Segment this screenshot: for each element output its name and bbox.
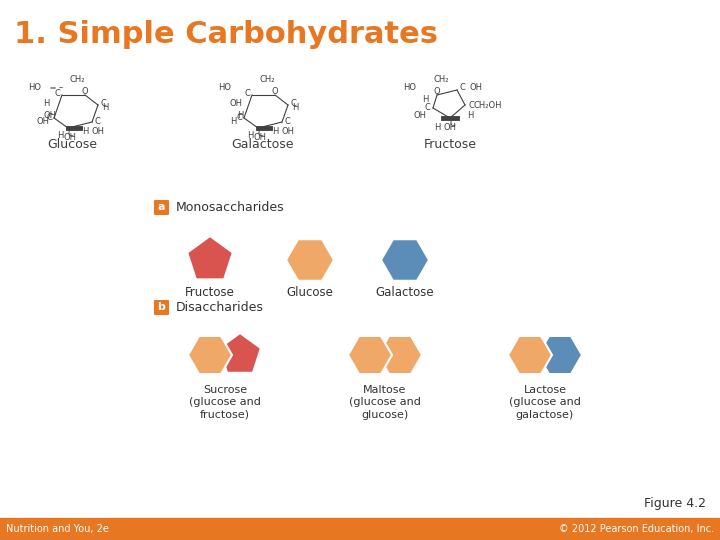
Text: C: C bbox=[236, 113, 242, 123]
Text: C: C bbox=[54, 89, 60, 98]
Text: OH: OH bbox=[282, 127, 294, 137]
Text: H: H bbox=[102, 104, 108, 112]
Text: C: C bbox=[459, 83, 465, 91]
Text: CH₂OH: CH₂OH bbox=[473, 100, 502, 110]
Text: H: H bbox=[247, 131, 253, 139]
Text: H: H bbox=[467, 111, 473, 119]
Text: Galactose: Galactose bbox=[376, 287, 434, 300]
Text: OH: OH bbox=[43, 111, 56, 119]
Text: H: H bbox=[434, 124, 440, 132]
Polygon shape bbox=[381, 239, 429, 281]
Text: Nutrition and You, 2e: Nutrition and You, 2e bbox=[6, 524, 109, 534]
Text: OH: OH bbox=[253, 133, 266, 143]
Text: O: O bbox=[271, 86, 279, 96]
FancyBboxPatch shape bbox=[154, 200, 169, 215]
Text: C: C bbox=[468, 100, 474, 110]
Text: C: C bbox=[67, 129, 73, 138]
Text: OH: OH bbox=[444, 124, 456, 132]
Text: C: C bbox=[46, 113, 52, 123]
Text: H: H bbox=[272, 127, 278, 137]
Text: C: C bbox=[449, 118, 455, 127]
Polygon shape bbox=[538, 336, 582, 374]
Text: b: b bbox=[158, 302, 166, 313]
FancyBboxPatch shape bbox=[154, 300, 169, 315]
Polygon shape bbox=[348, 336, 392, 374]
Text: CH₂: CH₂ bbox=[70, 75, 86, 84]
Text: Monosaccharides: Monosaccharides bbox=[176, 201, 284, 214]
Text: Fructose: Fructose bbox=[185, 287, 235, 300]
Text: O: O bbox=[81, 86, 89, 96]
Text: H: H bbox=[292, 104, 298, 112]
Polygon shape bbox=[188, 336, 232, 374]
Text: CH₂: CH₂ bbox=[433, 75, 449, 84]
Text: O: O bbox=[433, 86, 441, 96]
Text: H: H bbox=[230, 118, 236, 126]
Text: 1. Simple Carbohydrates: 1. Simple Carbohydrates bbox=[14, 20, 438, 49]
Text: C: C bbox=[257, 129, 263, 138]
Text: C: C bbox=[94, 118, 100, 126]
Text: OH: OH bbox=[230, 99, 243, 109]
Text: Sucrose
(glucose and
fructose): Sucrose (glucose and fructose) bbox=[189, 385, 261, 420]
Polygon shape bbox=[508, 336, 552, 374]
Text: Figure 4.2: Figure 4.2 bbox=[644, 497, 706, 510]
Text: H: H bbox=[42, 99, 49, 109]
Text: Lactose
(glucose and
galactose): Lactose (glucose and galactose) bbox=[509, 385, 581, 420]
Text: Glucose: Glucose bbox=[287, 287, 333, 300]
Text: Galactose: Galactose bbox=[230, 138, 293, 152]
Text: C: C bbox=[424, 104, 430, 112]
Text: Fructose: Fructose bbox=[423, 138, 477, 152]
Text: C: C bbox=[290, 98, 296, 107]
Polygon shape bbox=[378, 336, 422, 374]
Text: a: a bbox=[158, 202, 166, 213]
Text: © 2012 Pearson Education, Inc.: © 2012 Pearson Education, Inc. bbox=[559, 524, 714, 534]
Text: HO: HO bbox=[28, 84, 41, 92]
Text: OH: OH bbox=[470, 84, 483, 92]
Text: Disaccharides: Disaccharides bbox=[176, 301, 264, 314]
Polygon shape bbox=[286, 239, 334, 281]
Text: C: C bbox=[100, 98, 106, 107]
Text: HO: HO bbox=[403, 84, 416, 92]
Polygon shape bbox=[219, 333, 261, 373]
Text: HO: HO bbox=[218, 84, 231, 92]
Bar bbox=[0, 518, 720, 540]
Text: Glucose: Glucose bbox=[47, 138, 97, 152]
Text: C: C bbox=[284, 118, 290, 126]
Text: OH: OH bbox=[413, 111, 426, 119]
Text: H: H bbox=[82, 127, 88, 137]
Text: C: C bbox=[244, 89, 250, 98]
Polygon shape bbox=[187, 236, 233, 279]
Text: H: H bbox=[237, 111, 243, 119]
Text: CH₂: CH₂ bbox=[260, 75, 276, 84]
Text: H: H bbox=[57, 131, 63, 139]
Text: H: H bbox=[422, 96, 428, 105]
Text: OH: OH bbox=[37, 118, 50, 126]
Text: OH: OH bbox=[63, 133, 76, 143]
Text: OH: OH bbox=[91, 127, 104, 137]
Text: –: – bbox=[59, 84, 63, 92]
Text: Maltose
(glucose and
glucose): Maltose (glucose and glucose) bbox=[349, 385, 421, 420]
